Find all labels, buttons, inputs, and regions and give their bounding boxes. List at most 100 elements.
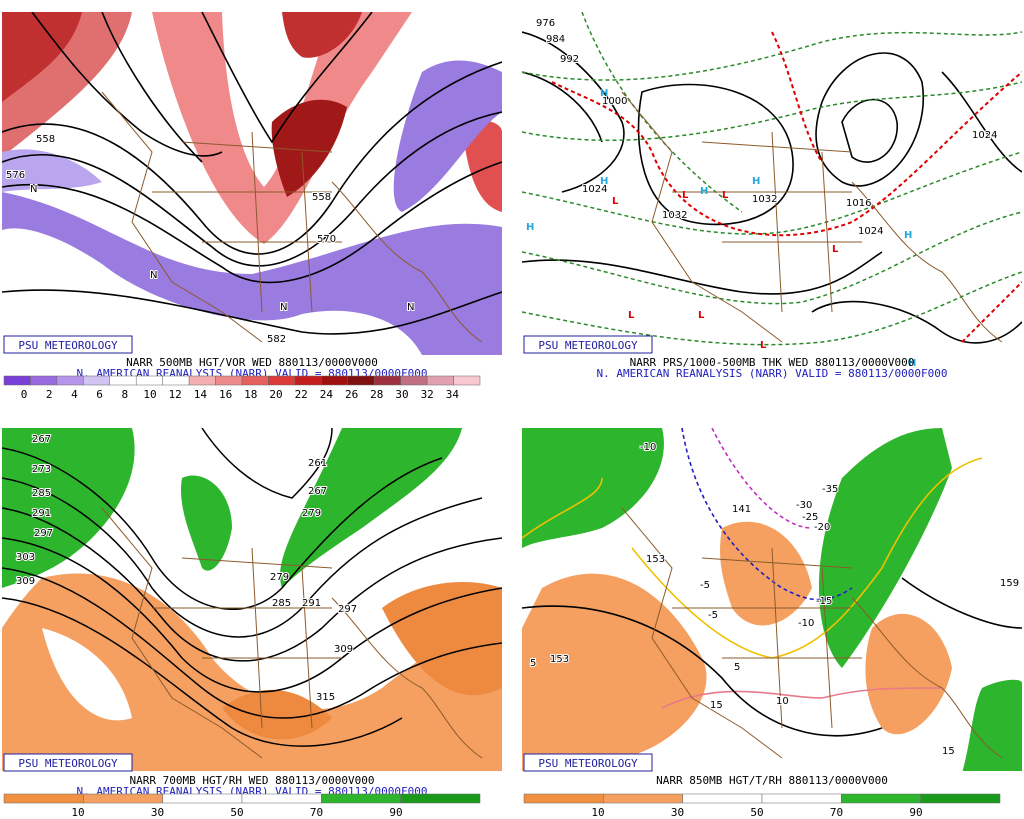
pressure-center: L (760, 340, 767, 351)
contour-label: 1024 (858, 226, 883, 237)
pressure-center: L (628, 310, 635, 321)
colorbar-label: 32 (421, 388, 434, 401)
contour-label: N (150, 270, 157, 281)
contour-label: 267 (32, 434, 51, 445)
contour-label: 15 (942, 746, 955, 757)
colorbar-label: 22 (295, 388, 308, 401)
pressure-center: H (600, 176, 608, 187)
colorbar-swatch (321, 375, 349, 386)
colorbar-swatch (761, 793, 842, 804)
pressure-center: L (698, 310, 705, 321)
colorbar-label: 50 (230, 806, 243, 819)
colorbar-swatch (241, 375, 269, 386)
colorbar-label: 6 (96, 388, 103, 401)
pressure-center: H (600, 88, 608, 99)
colorbar-label: 10 (143, 388, 156, 401)
map-title: NARR PRS/1000-500MB THK WED 880113/0000V… (630, 356, 915, 369)
contour-label: N (407, 302, 414, 313)
colorbar-swatch (162, 793, 243, 804)
contour-label: 15 (710, 700, 723, 711)
colorbar-swatch (523, 793, 604, 804)
map (522, 428, 1022, 771)
contour-label: 315 (316, 692, 335, 703)
colorbar-label: 70 (310, 806, 323, 819)
contour-label: -20 (814, 522, 830, 533)
colorbar-swatch (841, 793, 921, 804)
contour-label: 1024 (582, 184, 607, 195)
contour-label: -30 (796, 500, 812, 511)
contour-label: 1016 (846, 198, 871, 209)
colorbar-swatch (215, 375, 243, 386)
colorbar-label: 30 (395, 388, 408, 401)
colorbar-swatch (321, 793, 401, 804)
contour-label: 153 (646, 554, 665, 565)
colorbar-swatch (3, 375, 31, 386)
pressure-center: H (700, 186, 708, 197)
colorbar-swatch (400, 375, 428, 386)
pressure-center: H (526, 222, 534, 233)
brand-box (3, 335, 133, 354)
pressure-center: H (904, 230, 912, 241)
colorbar-label: 18 (244, 388, 257, 401)
contour-label: 153 (550, 654, 569, 665)
colorbar-swatch (3, 793, 84, 804)
pressure-center: H (908, 358, 916, 369)
map-title: NARR 500MB HGT/VOR WED 880113/0000V000 (126, 356, 378, 369)
contour-label: 576 (6, 170, 25, 181)
colorbar-swatch (400, 793, 481, 804)
colorbar-swatch (241, 793, 322, 804)
contour-label: 267 (308, 486, 327, 497)
colorbar-swatch (83, 793, 163, 804)
contour-label: 297 (34, 528, 53, 539)
colorbar-swatch (135, 375, 163, 386)
pressure-center: L (832, 244, 839, 255)
brand-box (3, 753, 133, 772)
map (2, 12, 502, 355)
contour-label: N (30, 184, 37, 195)
contour-label: 261 (308, 458, 327, 469)
colorbar-label: 30 (671, 806, 684, 819)
contour-label: 309 (334, 644, 353, 655)
colorbar-swatch (188, 375, 216, 386)
colorbar-swatch (268, 375, 296, 386)
colorbar-swatch (109, 375, 137, 386)
contour-label: 984 (546, 34, 565, 45)
colorbar-label: 4 (71, 388, 78, 401)
colorbar-swatch (453, 375, 481, 386)
brand: PSU METEOROLOGY (18, 757, 118, 770)
colorbar-swatch (347, 375, 375, 386)
map-title: NARR 700MB HGT/RH WED 880113/0000V000 (129, 774, 374, 787)
contour-label: 558 (312, 192, 331, 203)
colorbar-label: 20 (269, 388, 282, 401)
colorbar-label: 28 (370, 388, 383, 401)
map-subtitle: N. AMERICAN REANALYSIS (NARR) VALID = 88… (597, 367, 948, 380)
contour-label: 273 (32, 464, 51, 475)
contour-label: 285 (272, 598, 291, 609)
colorbar-swatch (920, 793, 1001, 804)
colorbar-swatch (603, 793, 683, 804)
contour-label: -10 (798, 618, 814, 629)
colorbar-swatch (294, 375, 322, 386)
colorbar-label: 24 (320, 388, 334, 401)
colorbar-swatch (30, 375, 58, 386)
contour-label: 141 (732, 504, 751, 515)
contour-label: 570 (317, 234, 336, 245)
contour-label: 1032 (752, 194, 777, 205)
contour-label: 303 (16, 552, 35, 563)
colorbar-label: 8 (121, 388, 128, 401)
brand: PSU METEOROLOGY (538, 339, 638, 352)
contour-label: N (280, 302, 287, 313)
colorbar-label: 16 (219, 388, 232, 401)
contour-label: 1024 (972, 130, 997, 141)
map (522, 12, 1022, 355)
contour-label: -10 (640, 442, 656, 453)
colorbar-label: 12 (169, 388, 182, 401)
contour-label: 10 (776, 696, 789, 707)
colorbar-swatch (426, 375, 454, 386)
contour-label: 297 (338, 604, 357, 615)
contour-label: 159 (1000, 578, 1019, 589)
colorbar-label: 30 (151, 806, 164, 819)
colorbar-label: 70 (830, 806, 843, 819)
map-title: NARR 850MB HGT/T/RH 880113/0000V000 (656, 774, 888, 787)
